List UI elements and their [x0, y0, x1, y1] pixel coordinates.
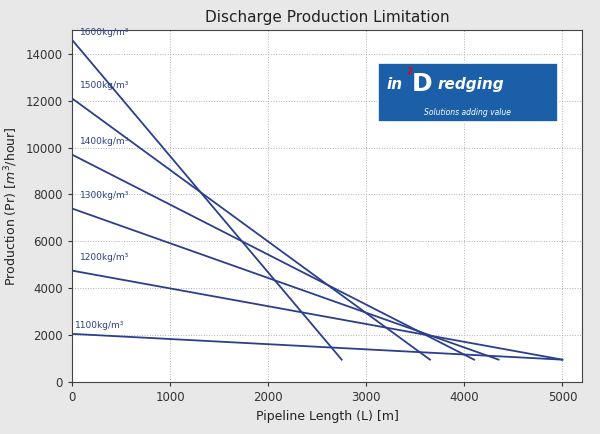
Text: Solutions adding value: Solutions adding value: [425, 108, 511, 117]
X-axis label: Pipeline Length (L) [m]: Pipeline Length (L) [m]: [256, 410, 398, 423]
Text: D: D: [412, 72, 432, 96]
Text: 1300kg/m³: 1300kg/m³: [80, 191, 129, 201]
FancyBboxPatch shape: [378, 63, 558, 122]
Text: 1100kg/m³: 1100kg/m³: [75, 321, 124, 330]
Text: 1200kg/m³: 1200kg/m³: [80, 253, 129, 263]
Text: in: in: [387, 77, 403, 92]
Text: redging: redging: [437, 77, 504, 92]
Text: 2: 2: [406, 67, 412, 76]
Y-axis label: Production (Pr) [$m^3$/hour]: Production (Pr) [$m^3$/hour]: [2, 126, 20, 286]
Text: 1500kg/m³: 1500kg/m³: [80, 81, 129, 90]
Text: 1400kg/m³: 1400kg/m³: [80, 138, 129, 146]
Title: Discharge Production Limitation: Discharge Production Limitation: [205, 10, 449, 25]
Text: 1600kg/m³: 1600kg/m³: [80, 28, 129, 37]
